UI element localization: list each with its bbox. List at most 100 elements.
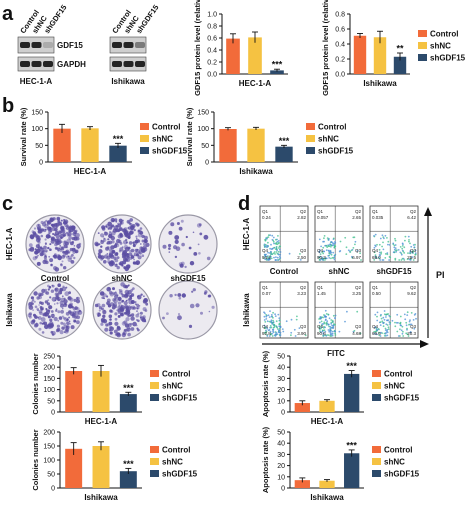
colony-dot xyxy=(192,288,196,292)
event-dot xyxy=(277,235,279,237)
colony-dot xyxy=(45,250,47,253)
colony-dot xyxy=(60,240,63,244)
event-dot xyxy=(265,315,268,318)
colony-dot xyxy=(127,298,130,301)
colony-dot xyxy=(139,311,143,315)
colony-dot xyxy=(132,321,137,327)
event-dot xyxy=(265,318,268,320)
event-dot xyxy=(263,319,266,321)
event-dot xyxy=(290,334,292,337)
event-dot xyxy=(329,249,332,252)
panel-letter-b: b xyxy=(2,95,14,117)
legend-swatch-control xyxy=(150,446,159,453)
event-dot xyxy=(296,315,298,318)
colony-dot xyxy=(51,223,55,228)
y-tick-label: 0.8 xyxy=(207,24,217,31)
colony-dot xyxy=(102,314,106,318)
event-dot xyxy=(278,247,280,249)
legend-label-shnc: shNC xyxy=(430,42,451,51)
event-dot xyxy=(268,252,271,254)
panel-letter-d: d xyxy=(238,193,250,215)
colony-dot xyxy=(121,332,127,338)
colony-dot xyxy=(42,222,47,227)
colony-dot xyxy=(110,259,115,264)
event-dot xyxy=(275,251,278,253)
y-tick-label: 0 xyxy=(281,486,285,493)
colony-dot xyxy=(49,229,53,233)
quadrant-name: Q3 xyxy=(355,248,362,253)
legend-label-shgdf15: shGDF15 xyxy=(384,394,420,403)
event-dot xyxy=(277,313,280,316)
event-dot xyxy=(318,327,321,330)
event-dot xyxy=(324,259,326,261)
event-dot xyxy=(263,331,266,334)
flow-plot: Q10.24 Q22.82 Q3 2.50 Q4 94.4 xyxy=(259,205,309,263)
colony-dot xyxy=(56,327,61,332)
colony-dot xyxy=(73,298,77,302)
colony-dot xyxy=(45,308,48,310)
event-dot xyxy=(264,258,267,261)
colony-dot xyxy=(45,243,47,246)
y-tick-label: 0 xyxy=(281,410,285,417)
colony-dot xyxy=(211,305,215,309)
event-dot xyxy=(269,234,271,237)
colony-dot xyxy=(42,322,45,325)
colony-dot xyxy=(200,311,203,315)
significance-mark: *** xyxy=(346,361,357,371)
event-dot xyxy=(320,317,322,320)
event-dot xyxy=(381,320,384,323)
event-dot xyxy=(269,256,271,259)
colony-dot xyxy=(106,298,111,303)
colony-dot xyxy=(47,315,51,319)
colony-dot xyxy=(56,302,59,305)
event-dot xyxy=(270,257,273,260)
event-dot xyxy=(373,332,376,335)
event-dot xyxy=(379,237,382,240)
colony-dot xyxy=(188,324,193,328)
colony-dot xyxy=(40,317,46,322)
flow-col-label: shNC xyxy=(329,267,350,276)
colony-dot xyxy=(120,220,123,224)
event-dot xyxy=(325,335,328,337)
y-tick-label: 50 xyxy=(47,472,55,479)
quadrant-value: 0.057 xyxy=(317,215,329,220)
colony-dot xyxy=(119,227,123,232)
event-dot xyxy=(395,249,397,252)
event-dot xyxy=(271,253,274,256)
legend-swatch-control xyxy=(372,446,381,453)
event-dot xyxy=(382,248,385,251)
event-dot xyxy=(324,315,327,318)
colony-dot xyxy=(60,263,63,266)
event-dot xyxy=(322,257,325,260)
quadrant-name: Q2 xyxy=(410,285,417,290)
event-dot xyxy=(331,327,334,329)
event-dot xyxy=(394,258,397,261)
colony-dot xyxy=(117,296,122,301)
colony-dot xyxy=(50,289,55,293)
event-dot xyxy=(320,331,322,333)
colony-dot xyxy=(37,229,42,234)
blot-band xyxy=(31,61,42,67)
colony-plate xyxy=(158,280,218,340)
event-dot xyxy=(401,247,404,250)
colony-dot xyxy=(65,231,69,235)
colony-dot xyxy=(61,315,64,318)
event-dot xyxy=(401,245,404,247)
colony-dot xyxy=(66,233,70,237)
colony-dot xyxy=(184,265,187,269)
plate-row-label: HEC-1-A xyxy=(5,228,14,261)
colony-dot xyxy=(178,296,182,300)
colony-dot xyxy=(179,263,184,268)
event-dot xyxy=(275,245,278,248)
event-dot xyxy=(322,252,325,255)
event-dot xyxy=(277,253,280,256)
bar-control xyxy=(294,480,310,488)
quadrant-value: 90.3 xyxy=(317,255,326,260)
colony-plate xyxy=(158,214,218,274)
event-dot xyxy=(328,252,331,255)
event-dot xyxy=(321,316,323,318)
flow-plot: Q11.45 Q23.25 Q3 4.68 Q4 90.6 xyxy=(314,281,364,339)
colony-dot xyxy=(140,293,143,296)
legend-swatch-control xyxy=(372,370,381,377)
colony-dot xyxy=(114,317,118,321)
